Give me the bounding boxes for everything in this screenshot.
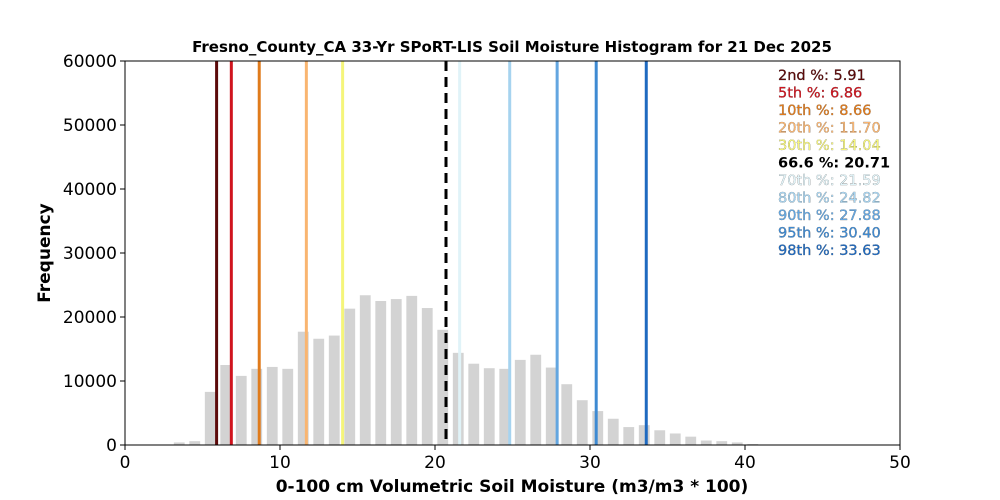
histogram-bar <box>313 338 325 445</box>
histogram-bar <box>189 441 201 445</box>
histogram-bar <box>654 430 666 445</box>
y-tick-label: 50000 <box>63 116 117 136</box>
histogram-bar <box>204 391 216 445</box>
legend-entry: 5th %: 6.86 <box>778 86 862 102</box>
histogram-bar <box>251 368 263 445</box>
legend-entry: 95th %: 30.40 <box>778 226 881 242</box>
histogram-bar <box>468 363 480 445</box>
histogram-bar <box>235 375 247 445</box>
x-tick-label: 30 <box>579 453 601 473</box>
histogram-bar <box>716 441 728 445</box>
histogram-bar <box>731 442 743 445</box>
histogram-bar <box>282 368 294 445</box>
histogram-bar <box>421 308 433 445</box>
histogram-bar <box>700 440 712 445</box>
histogram-bar <box>390 299 402 445</box>
axes: 0 10 20 30 40 50 0 10000 20000 30000 40000 50000 600… <box>63 52 911 473</box>
x-tick-label: 50 <box>889 453 911 473</box>
chart-title: Fresno_County_CA 33-Yr SPoRT-LIS Soil Mo… <box>192 38 832 56</box>
x-tick-label: 10 <box>269 453 291 473</box>
x-axis-label: 0-100 cm Volumetric Soil Moisture (m3/m3… <box>276 477 749 497</box>
histogram-bar <box>561 384 573 445</box>
histogram-bar <box>344 308 356 445</box>
histogram-bar <box>669 433 681 445</box>
y-tick-label: 20000 <box>63 308 117 328</box>
y-tick-label: 40000 <box>63 180 117 200</box>
y-tick-label: 10000 <box>63 372 117 392</box>
histogram-bar <box>499 368 511 445</box>
histogram-bar <box>530 354 542 445</box>
histogram-bar <box>592 411 604 445</box>
histogram-bar <box>406 295 418 445</box>
histogram-bar <box>437 329 449 445</box>
histogram-bar <box>638 425 650 445</box>
x-tick-label: 20 <box>424 453 446 473</box>
legend-entry: 90th %: 27.88 <box>778 208 881 224</box>
legend-entry: 10th %: 8.66 <box>778 103 872 119</box>
histogram-bars <box>173 295 759 445</box>
histogram-bar <box>297 331 309 445</box>
histogram-bar <box>576 400 588 445</box>
y-tick-label: 0 <box>106 436 117 456</box>
legend-entry: 20th %: 11.70 <box>778 121 881 137</box>
legend-entry: 98th %: 33.63 <box>778 243 881 259</box>
legend-entry: 70th %: 21.59 <box>778 173 881 189</box>
histogram-bar <box>173 442 185 445</box>
histogram-bar <box>545 367 557 445</box>
histogram-bar <box>328 335 340 445</box>
x-tick-label: 40 <box>734 453 756 473</box>
histogram-bar <box>359 295 371 445</box>
y-tick-label: 60000 <box>63 52 117 72</box>
histogram-bar <box>607 418 619 445</box>
legend-entry: 2nd %: 5.91 <box>778 68 866 84</box>
percentile-lines <box>215 61 648 445</box>
histogram-bar <box>266 366 278 445</box>
histogram-bar <box>375 301 387 445</box>
histogram-bar <box>623 427 635 445</box>
y-axis-label: Frequency <box>35 203 55 303</box>
legend-entry: 30th %: 14.04 <box>778 138 881 154</box>
legend-entry: 66.6 %: 20.71 <box>778 156 890 172</box>
y-tick-label: 30000 <box>63 244 117 264</box>
histogram-bar <box>220 365 232 445</box>
histogram-bar <box>685 436 697 445</box>
x-tick-label: 0 <box>120 453 131 473</box>
legend-entry: 80th %: 24.82 <box>778 191 881 207</box>
histogram-bar <box>514 359 526 445</box>
histogram-bar <box>483 368 495 445</box>
